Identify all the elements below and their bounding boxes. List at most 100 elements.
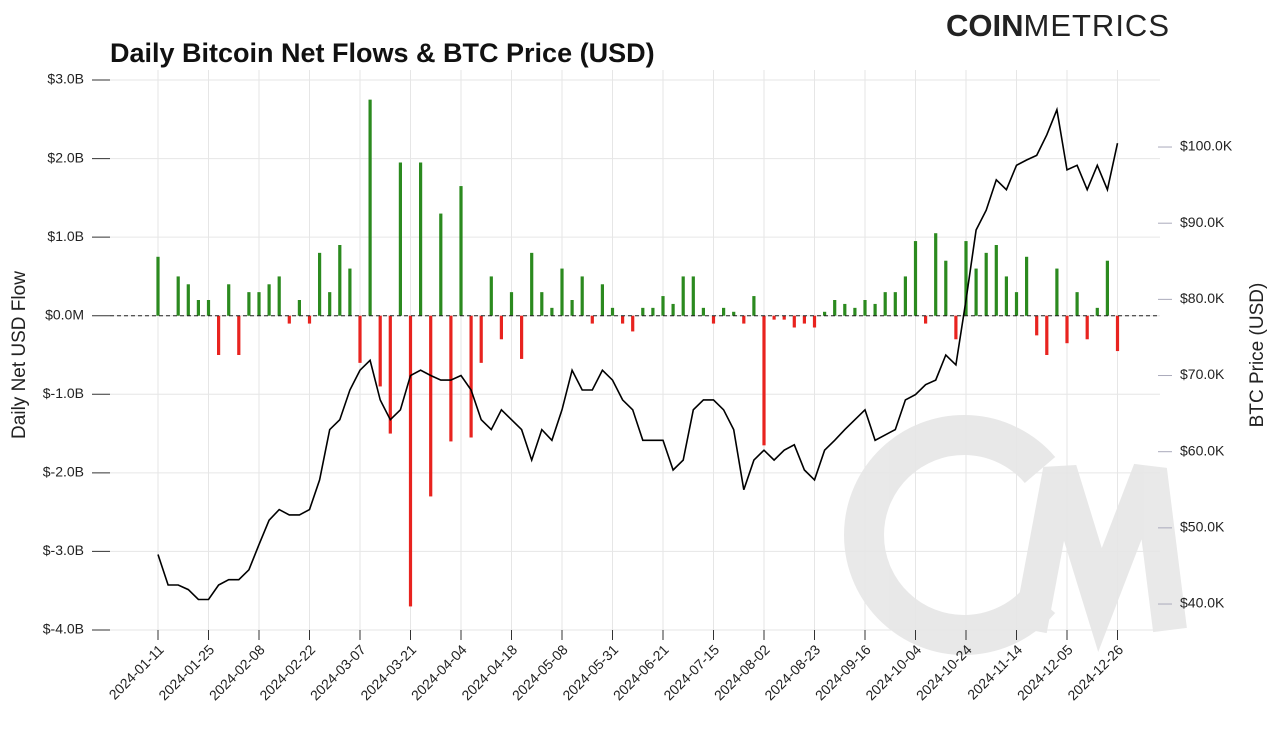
bar — [600, 284, 604, 316]
bar — [318, 252, 322, 316]
bar — [247, 292, 251, 316]
bar — [449, 315, 453, 442]
bar — [681, 276, 685, 316]
y-tick-label: $1.0B — [47, 228, 84, 244]
bar — [1105, 260, 1109, 316]
y-tick-label: $-4.0B — [43, 621, 84, 637]
bar — [196, 300, 200, 316]
bar — [550, 307, 554, 316]
bar — [802, 315, 806, 324]
bar — [429, 315, 433, 497]
bar — [388, 315, 392, 434]
bar — [408, 315, 413, 607]
bar — [621, 315, 625, 324]
y-tick-label: $-3.0B — [43, 542, 84, 558]
bar — [883, 292, 887, 316]
y2-tick-label: $40.0K — [1180, 595, 1225, 611]
bar — [378, 315, 382, 387]
bar — [156, 256, 160, 316]
bar — [307, 315, 312, 324]
bar — [772, 315, 776, 320]
bar — [509, 292, 514, 316]
bar — [934, 233, 938, 316]
bar — [863, 300, 867, 316]
bar — [328, 292, 332, 316]
bar — [469, 315, 473, 438]
bar — [1004, 276, 1008, 316]
y-tick-label: $0.0M — [45, 306, 84, 322]
y-tick-label: $2.0B — [47, 149, 84, 165]
bar — [762, 315, 766, 446]
bar — [1085, 315, 1089, 340]
bar — [843, 303, 847, 316]
bar — [206, 300, 211, 316]
bar — [267, 284, 271, 316]
bar — [338, 245, 342, 316]
y2-tick-label: $100.0K — [1180, 138, 1233, 154]
bar — [964, 241, 968, 316]
bar — [974, 268, 978, 316]
bar — [691, 276, 695, 316]
bar — [671, 303, 675, 316]
bar — [924, 315, 928, 324]
bar — [631, 315, 635, 332]
bar — [732, 311, 736, 316]
brand-light: METRICS — [1024, 8, 1171, 43]
bar — [257, 292, 261, 316]
price-line — [157, 106, 1119, 601]
bar — [398, 162, 402, 316]
bar — [540, 292, 544, 316]
bar — [722, 307, 726, 316]
bar — [610, 307, 615, 316]
watermark — [844, 415, 1187, 655]
y-tick-label: $-1.0B — [43, 385, 84, 401]
bar — [853, 307, 857, 316]
y2-tick-label: $80.0K — [1180, 290, 1225, 306]
bar — [984, 252, 988, 316]
bar — [1014, 292, 1019, 316]
bar — [812, 315, 817, 328]
bar — [752, 296, 756, 316]
chart-title: Daily Bitcoin Net Flows & BTC Price (USD… — [110, 38, 655, 68]
y2-tick-label: $90.0K — [1180, 214, 1225, 230]
bar — [237, 315, 241, 355]
bar — [661, 296, 665, 316]
bar — [1115, 315, 1120, 352]
bar — [1065, 315, 1069, 344]
bar — [227, 284, 231, 316]
bar — [913, 241, 918, 316]
bar — [368, 99, 372, 316]
bar — [277, 276, 281, 316]
bar — [701, 307, 705, 316]
bar — [186, 284, 190, 316]
bar — [560, 268, 564, 316]
bar — [479, 315, 483, 363]
y-tick-label: $-2.0B — [43, 464, 84, 480]
bar — [641, 307, 645, 316]
bar — [833, 300, 837, 316]
y2-tick-label: $70.0K — [1180, 366, 1225, 382]
bar — [823, 311, 827, 316]
y2-tick-label: $50.0K — [1180, 519, 1225, 535]
y2-tick-label: $60.0K — [1180, 442, 1225, 458]
bar — [459, 186, 463, 316]
bar — [217, 315, 221, 355]
bar — [893, 292, 897, 316]
bar — [651, 307, 655, 316]
bar — [499, 315, 503, 340]
bar — [570, 300, 574, 316]
bar — [520, 315, 524, 359]
bar — [1095, 307, 1099, 316]
bar — [358, 315, 362, 363]
bar — [954, 315, 958, 340]
bar — [348, 268, 352, 316]
y-tick-label: $3.0B — [47, 71, 84, 87]
bar — [782, 315, 786, 320]
bar — [419, 162, 423, 316]
bar — [742, 315, 746, 324]
brand-bold: COIN — [946, 8, 1024, 43]
bar — [873, 303, 877, 316]
bar — [903, 276, 907, 316]
bar — [1025, 256, 1029, 316]
